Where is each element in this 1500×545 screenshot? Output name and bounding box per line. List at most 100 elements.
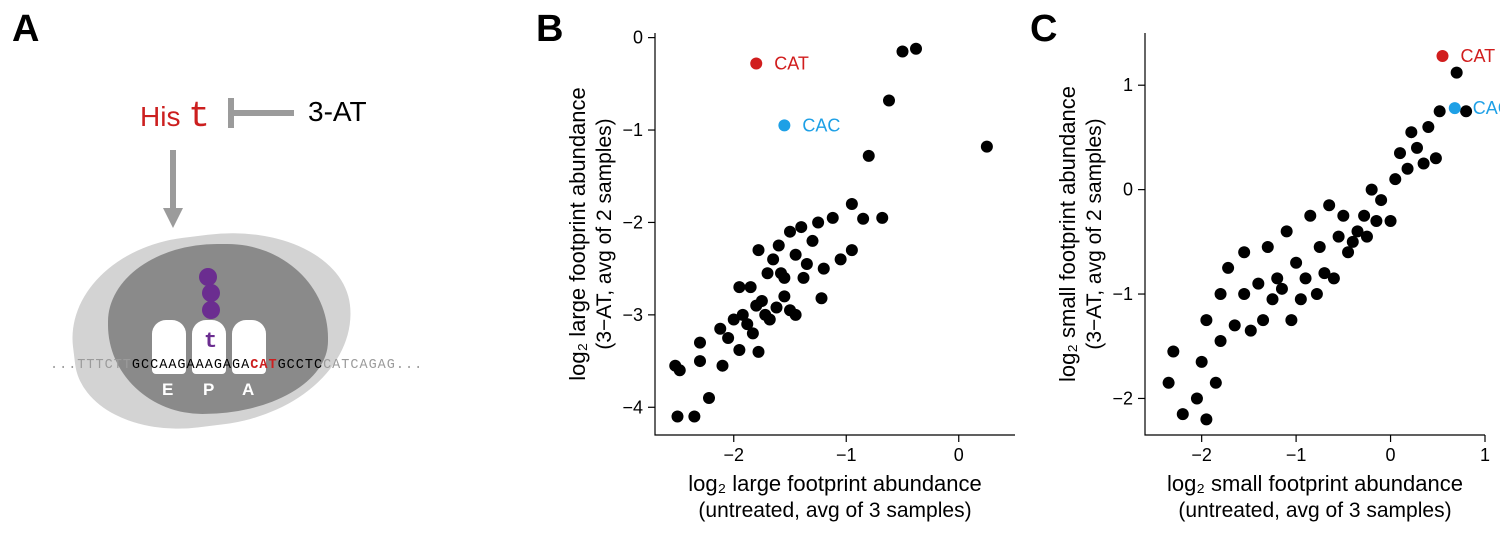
y-axis-label-2: (3−AT, avg of 2 samples)	[1083, 118, 1106, 349]
highlight-point-cac	[778, 119, 790, 131]
seq-mid2: GCCTC	[278, 358, 324, 373]
data-point	[1238, 288, 1250, 300]
data-point	[1215, 288, 1227, 300]
chart-b-scatter: −2−10−4−3−2−10CATCAClog₂ large footprint…	[540, 15, 1030, 535]
data-point	[1196, 356, 1208, 368]
y-tick-label: −3	[622, 305, 643, 325]
data-point	[1460, 105, 1472, 117]
data-point	[863, 150, 875, 162]
data-point	[1252, 278, 1264, 290]
y-axis-label-2: (3−AT, avg of 2 samples)	[593, 118, 616, 349]
his-label: His t	[140, 96, 210, 137]
data-point	[767, 253, 779, 265]
arrow-shaft	[170, 150, 176, 212]
highlight-point-cat	[750, 57, 762, 69]
data-point	[910, 43, 922, 55]
x-tick-label: −2	[723, 445, 744, 465]
highlight-point-cat	[1437, 50, 1449, 62]
data-point	[1323, 199, 1335, 211]
x-tick-label: −1	[836, 445, 857, 465]
data-point	[846, 244, 858, 256]
data-point	[1370, 215, 1382, 227]
data-point	[1347, 236, 1359, 248]
data-point	[1434, 105, 1446, 117]
trna-circle-icon	[202, 301, 220, 319]
data-point	[1229, 319, 1241, 331]
seq-codon-a: CAT	[250, 358, 277, 373]
chart-c-scatter: −2−101−2−101CATCAClog₂ small footprint a…	[1030, 15, 1500, 535]
data-point	[1402, 163, 1414, 175]
data-point	[762, 267, 774, 279]
trna-t-glyph: t	[204, 329, 217, 354]
data-point	[1191, 392, 1203, 404]
data-point	[1276, 283, 1288, 295]
data-point	[1314, 241, 1326, 253]
data-point	[897, 45, 909, 57]
data-point	[1358, 210, 1370, 222]
data-point	[717, 360, 729, 372]
y-tick-label: 0	[633, 28, 643, 48]
data-point	[1375, 194, 1387, 206]
his-text: His	[140, 101, 180, 132]
data-point	[816, 292, 828, 304]
data-point	[883, 94, 895, 106]
data-point	[1215, 335, 1227, 347]
arrow-head-icon	[163, 208, 183, 228]
data-point	[1200, 314, 1212, 326]
data-point	[807, 235, 819, 247]
axis-frame	[1145, 33, 1485, 435]
data-point	[1366, 184, 1378, 196]
highlight-label-cat: CAT	[774, 53, 809, 73]
data-point	[876, 212, 888, 224]
data-point	[722, 332, 734, 344]
data-point	[1271, 272, 1283, 284]
x-axis-label-1: log₂ small footprint abundance	[1167, 471, 1463, 496]
data-point	[1163, 377, 1175, 389]
y-tick-label: −1	[1112, 284, 1133, 304]
data-point	[1451, 67, 1463, 79]
inhibit-line	[232, 110, 294, 116]
x-tick-label: −1	[1286, 445, 1307, 465]
data-point	[1238, 246, 1250, 258]
y-tick-label: −1	[622, 120, 643, 140]
y-tick-label: 1	[1123, 75, 1133, 95]
x-axis-label-2: (untreated, avg of 3 samples)	[698, 499, 971, 522]
data-point	[747, 327, 759, 339]
data-point	[703, 392, 715, 404]
data-point	[753, 346, 765, 358]
data-point	[1281, 225, 1293, 237]
data-point	[1418, 158, 1430, 170]
data-point	[1300, 272, 1312, 284]
data-point	[795, 221, 807, 233]
axis-frame	[655, 33, 1015, 435]
y-tick-label: −2	[1112, 388, 1133, 408]
data-point	[778, 290, 790, 302]
data-point	[1200, 413, 1212, 425]
x-axis-label-2: (untreated, avg of 3 samples)	[1178, 499, 1451, 522]
data-point	[981, 141, 993, 153]
highlight-point-cac	[1449, 102, 1461, 114]
data-point	[798, 272, 810, 284]
data-point	[1385, 215, 1397, 227]
panel-a-diagram: His t 3-AT E P A t ...TTTCTTGCCAAGAAAGAG…	[10, 10, 510, 530]
site-label-e: E	[162, 380, 173, 400]
inhibit-cap	[228, 98, 234, 128]
data-point	[790, 309, 802, 321]
data-point	[694, 355, 706, 367]
data-point	[733, 344, 745, 356]
data-point	[1361, 231, 1373, 243]
y-tick-label: 0	[1123, 180, 1133, 200]
data-point	[753, 244, 765, 256]
data-point	[1422, 121, 1434, 133]
data-point	[1394, 147, 1406, 159]
seq-mid1: GCCAAGAAAGAGA	[132, 358, 250, 373]
highlight-label-cac: CAC	[802, 115, 840, 135]
data-point	[801, 258, 813, 270]
data-point	[1210, 377, 1222, 389]
x-tick-label: 0	[954, 445, 964, 465]
his-t-glyph: t	[188, 96, 210, 137]
data-point	[846, 198, 858, 210]
data-point	[835, 253, 847, 265]
data-point	[857, 213, 869, 225]
x-axis-label-1: log₂ large footprint abundance	[688, 471, 982, 496]
